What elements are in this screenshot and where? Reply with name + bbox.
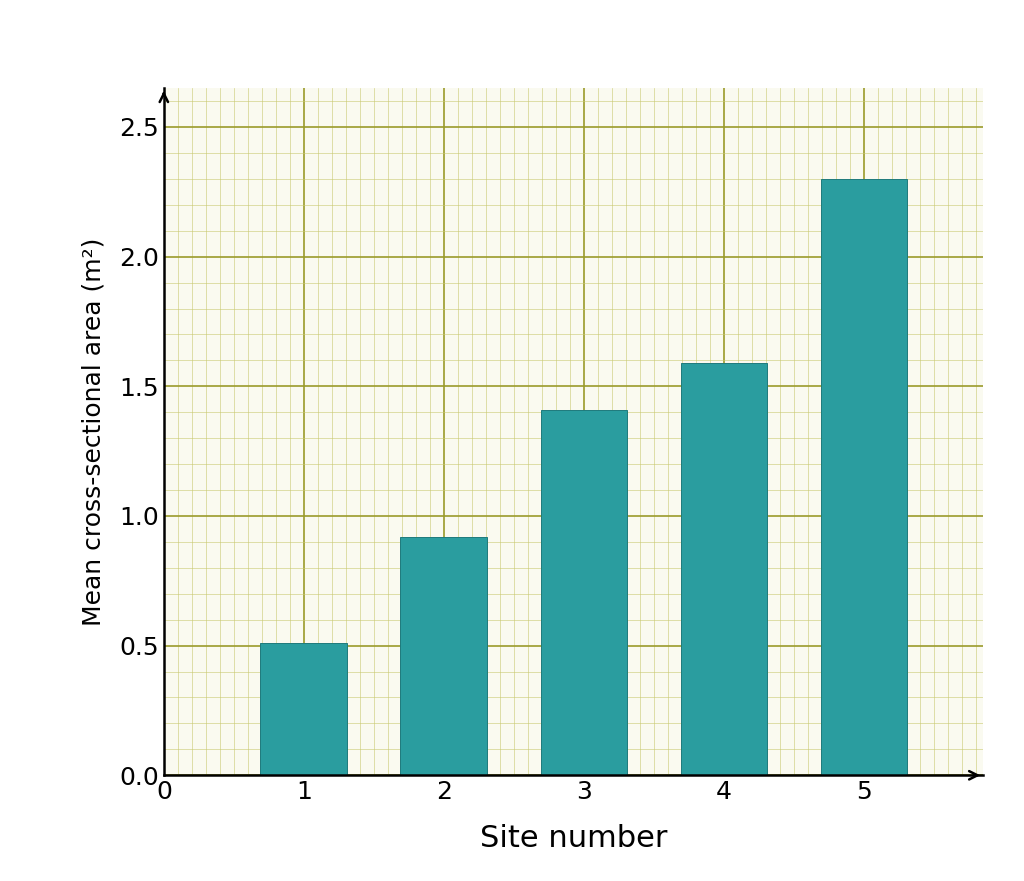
Bar [400, 537, 487, 775]
Bar [820, 179, 907, 775]
X-axis label: Site number: Site number [479, 824, 668, 853]
Bar [681, 363, 767, 775]
Bar [260, 643, 347, 775]
Y-axis label: Mean cross-sectional area (m²): Mean cross-sectional area (m²) [81, 238, 105, 626]
Bar [541, 410, 628, 775]
